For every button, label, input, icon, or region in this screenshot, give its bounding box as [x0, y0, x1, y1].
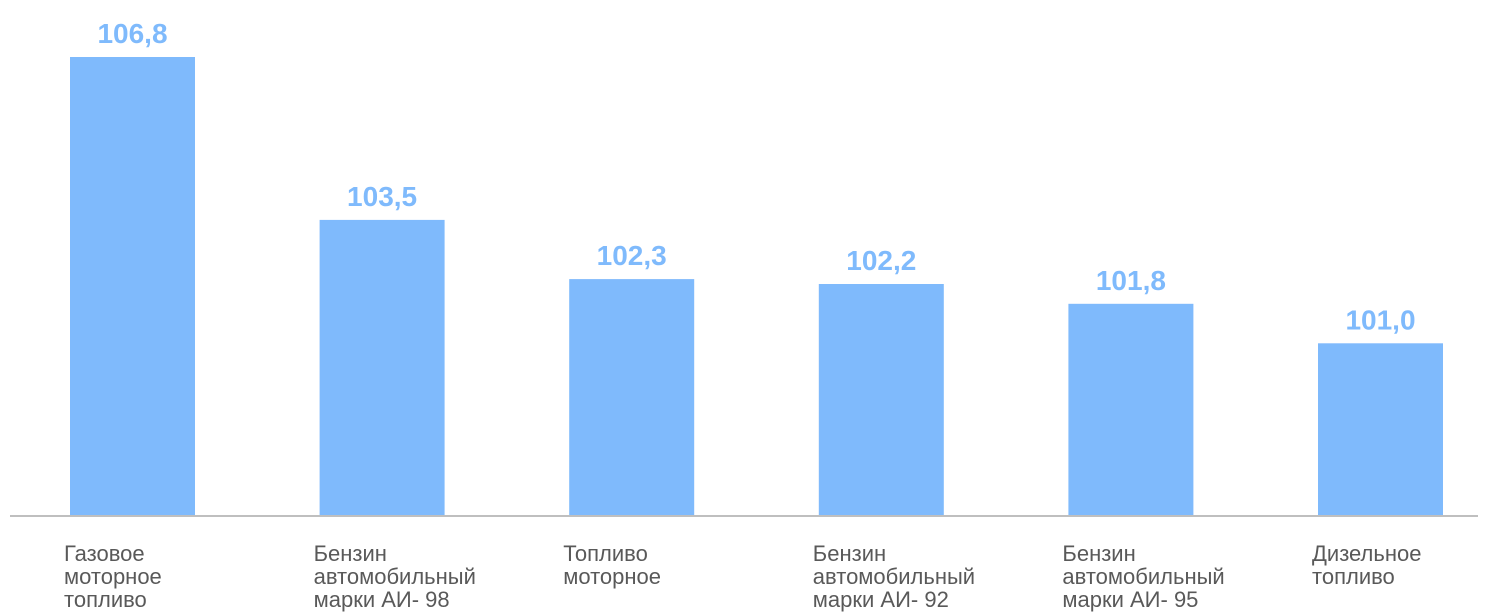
- category-label-line: Бензин: [813, 541, 886, 566]
- bar-5: [1068, 303, 1194, 516]
- category-label-line: моторное: [563, 564, 661, 589]
- value-label-3: 102,3: [597, 240, 667, 271]
- bar-2: [319, 219, 445, 516]
- category-label-line: марки АИ- 92: [813, 587, 949, 612]
- category-label-4: Бензин автомобильный марки АИ- 92: [813, 541, 975, 612]
- category-label-line: марки АИ- 95: [1062, 587, 1198, 612]
- bar-4: [818, 284, 944, 516]
- category-label-line: моторное: [64, 564, 162, 589]
- category-label-line: Бензин: [314, 541, 387, 566]
- category-label-line: автомобильный: [314, 564, 476, 589]
- value-label-1: 106,8: [97, 18, 167, 49]
- bar-1: [70, 57, 195, 516]
- category-label-line: Дизельное: [1312, 541, 1421, 566]
- category-label-line: Газовое: [64, 541, 145, 566]
- bars-group: [70, 57, 1443, 516]
- category-label-line: автомобильный: [1062, 564, 1224, 589]
- bar-3: [569, 279, 695, 516]
- category-label-1: Газовое моторное топливо: [64, 541, 162, 612]
- category-label-line: автомобильный: [813, 564, 975, 589]
- value-labels-group: 106,8 103,5 102,3 102,2 101,8 101,0: [97, 18, 1415, 335]
- value-label-6: 101,0: [1345, 304, 1415, 335]
- category-label-6: Дизельное топливо: [1312, 541, 1421, 589]
- category-label-line: Бензин: [1062, 541, 1135, 566]
- category-label-line: топливо: [64, 587, 147, 612]
- category-label-2: Бензин автомобильный марки АИ- 98: [314, 541, 476, 612]
- category-label-5: Бензин автомобильный марки АИ- 95: [1062, 541, 1224, 612]
- value-label-2: 103,5: [347, 181, 417, 212]
- value-label-5: 101,8: [1096, 265, 1166, 296]
- category-label-3: Топливо моторное: [563, 541, 661, 589]
- category-label-line: топливо: [1312, 564, 1395, 589]
- category-label-line: Топливо: [563, 541, 648, 566]
- value-label-4: 102,2: [846, 245, 916, 276]
- category-label-line: марки АИ- 98: [314, 587, 450, 612]
- bar-6: [1318, 343, 1443, 516]
